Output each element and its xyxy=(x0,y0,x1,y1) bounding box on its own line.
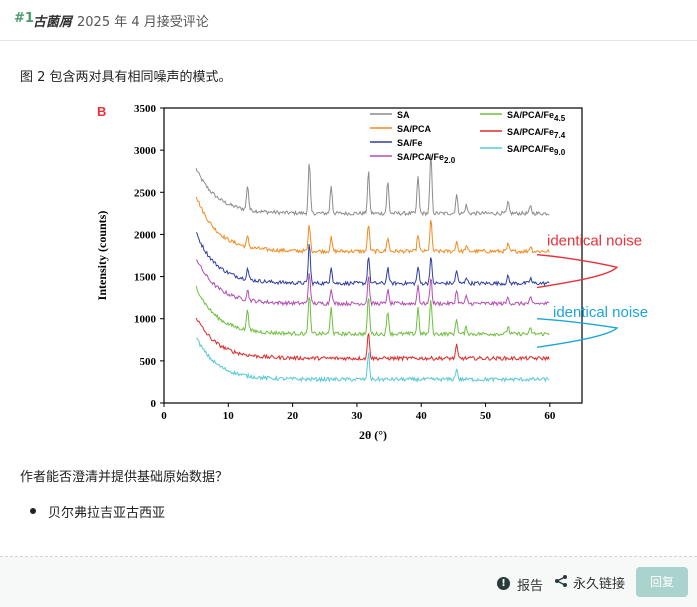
permalink-link[interactable]: 永久链接 xyxy=(573,577,626,592)
x-tick-label: 50 xyxy=(480,410,492,422)
x-tick-label: 20 xyxy=(287,410,299,422)
intro-text: 图 2 包含两对具有相同噪声的模式。 xyxy=(20,70,232,85)
legend-label: SA xyxy=(397,110,410,120)
xrd-chart: 0 500 1000 1500 2000 2500 3000 3500 0 10 20 30 40 50 6… xyxy=(95,103,648,442)
series-line xyxy=(195,232,550,287)
y-tick-label: 0 xyxy=(151,398,157,410)
series-line xyxy=(195,153,550,217)
x-tick-label: 10 xyxy=(223,410,235,422)
comment-footer xyxy=(0,557,697,607)
x-tick-label: 0 xyxy=(161,410,167,422)
divider xyxy=(0,556,697,557)
series-line xyxy=(195,285,550,338)
annotation-blue: identical noise xyxy=(553,304,648,321)
author-name[interactable]: 古菌屑 xyxy=(33,15,73,30)
y-tick-label: 1000 xyxy=(134,314,157,326)
legend-label: SA/PCA xyxy=(397,124,432,134)
x-axis-label: 2θ (°) xyxy=(359,428,387,442)
post-date: 2025 年 4 月接受评论 xyxy=(77,15,209,30)
y-tick-label: 3000 xyxy=(134,145,157,157)
y-tick-label: 2500 xyxy=(134,187,157,199)
alert-circle-icon[interactable]: ! xyxy=(497,577,510,590)
comment-header: #1 古菌屑 2025 年 4 月接受评论 xyxy=(0,0,697,41)
x-tick-label: 40 xyxy=(416,410,428,422)
legend-label: SA/Fe xyxy=(397,138,423,148)
y-tick-label: 3500 xyxy=(134,103,157,115)
series-line xyxy=(195,196,550,255)
series-line xyxy=(195,337,550,383)
bullet-dot xyxy=(30,508,36,514)
bullet-item: 贝尔弗拉吉亚古西亚 xyxy=(48,506,166,521)
report-link[interactable]: 报告 xyxy=(517,579,544,594)
red-brace xyxy=(536,253,619,289)
y-tick-label: 2000 xyxy=(134,229,157,241)
y-tick-label: 1500 xyxy=(134,272,157,284)
share-icon[interactable] xyxy=(554,574,568,588)
series-line xyxy=(195,259,550,308)
y-tick-label: 500 xyxy=(140,356,157,368)
legend-label: SA/PCA/Fe2.0 xyxy=(397,152,456,165)
y-axis-label: Intensity (counts) xyxy=(95,211,109,301)
panel-label: B xyxy=(97,104,106,119)
blue-brace xyxy=(536,318,619,349)
legend-label: SA/PCA/Fe7.4 xyxy=(507,127,566,140)
legend-label: SA/PCA/Fe9.0 xyxy=(507,144,566,157)
x-tick-label: 60 xyxy=(544,410,556,422)
legend-label: SA/PCA/Fe4.5 xyxy=(507,110,566,123)
post-number[interactable]: #1 xyxy=(14,11,34,26)
annotation-red: identical noise xyxy=(547,232,642,249)
question-text: 作者能否澄清并提供基础原始数据？ xyxy=(20,470,229,485)
series-line xyxy=(195,317,550,362)
x-tick-label: 30 xyxy=(351,410,363,422)
reply-button[interactable]: 回复 xyxy=(636,567,688,597)
